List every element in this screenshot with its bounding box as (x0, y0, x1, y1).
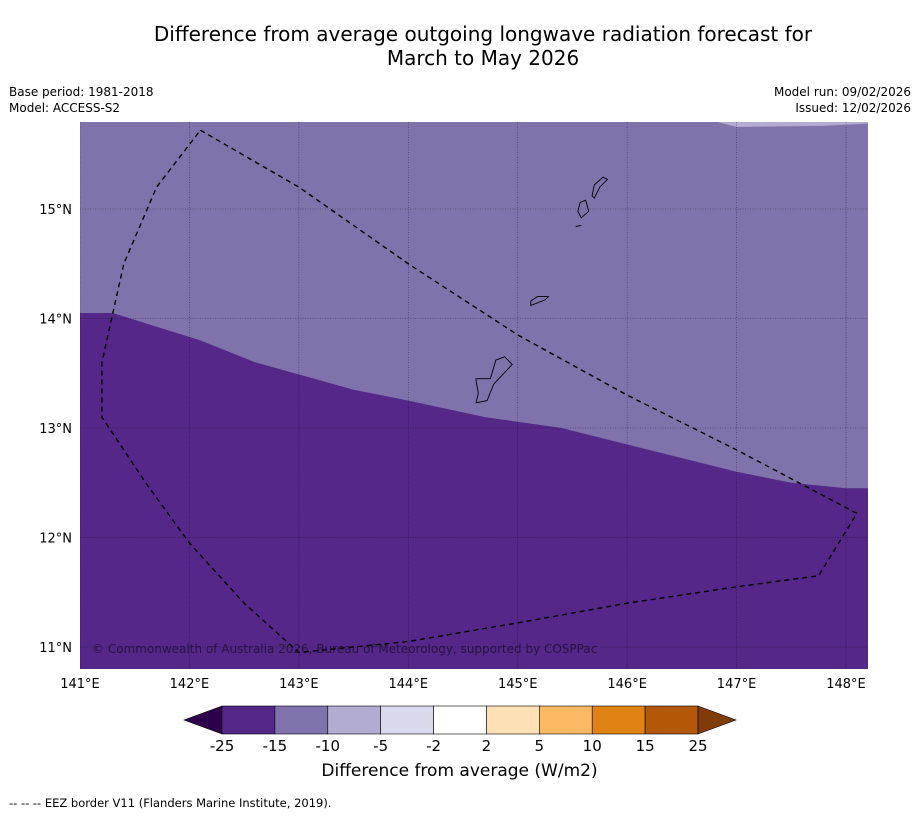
island-aguijan (575, 224, 582, 227)
colorbar-extend-high (697, 705, 737, 735)
colorbar-segment (327, 705, 381, 735)
lon-label: 145°E (498, 677, 538, 692)
lon-label: 143°E (279, 677, 319, 692)
latitude-labels: 15°N 14°N 13°N 12°N 11°N (39, 203, 72, 656)
colorbar-segment (486, 705, 540, 735)
lat-label: 13°N (39, 422, 72, 437)
issued-date: Issued: 12/02/2026 (795, 101, 911, 115)
island-guam (475, 356, 513, 404)
colorbar-tick-label: -10 (316, 737, 341, 755)
colorbar-segment (433, 705, 487, 735)
colorbar-tick-label: 15 (636, 737, 655, 755)
lat-label: 11°N (39, 641, 72, 656)
colorbar-segment (591, 705, 646, 735)
colorbar-label: Difference from average (W/m2) (321, 761, 598, 781)
island-rota (530, 296, 550, 307)
colorbar-segment (380, 705, 434, 735)
base-period: Base period: 1981-2018 (9, 85, 154, 99)
colorbar-tick-label: -5 (373, 737, 388, 755)
map-area: © Commonwealth of Australia 2026, Bureau… (80, 122, 868, 669)
lon-label: 144°E (389, 677, 429, 692)
colorbar-tick-label: 2 (482, 737, 492, 755)
meta-right: Model run: 09/02/2026 Issued: 12/02/2026 (774, 84, 911, 116)
colorbar-tick-label: -2 (426, 737, 441, 755)
meta-left: Base period: 1981-2018 Model: ACCESS-S2 (9, 84, 154, 116)
anomaly-fill-minus10-minus5 (717, 122, 868, 127)
colorbar-tick-label: -25 (210, 737, 235, 755)
lon-label: 147°E (717, 677, 757, 692)
colorbar-tick-label: 5 (535, 737, 545, 755)
colorbar: -25 -15 -10 -5 -2 2 5 10 15 25 (183, 705, 737, 755)
lon-label: 148°E (826, 677, 866, 692)
eez-border (101, 129, 858, 654)
title-line-1: Difference from average outgoing longwav… (153, 22, 813, 46)
longitude-labels: 141°E 142°E 143°E 144°E 145°E 146°E 147°E 148°E (60, 677, 866, 692)
islands (475, 176, 609, 404)
lat-label: 14°N (39, 313, 72, 328)
anomaly-fill-minus25-minus15 (80, 313, 868, 669)
colorbar-tick-label: 10 (583, 737, 602, 755)
model-run: Model run: 09/02/2026 (773, 85, 911, 99)
lon-label: 141°E (60, 677, 100, 692)
lon-label: 146°E (607, 677, 647, 692)
colorbar-segment (539, 705, 593, 735)
colorbar-extend-low (183, 705, 223, 735)
colorbar-segment (274, 705, 329, 735)
eez-footnote: -- -- -- EEZ border V11 (Flanders Marine… (9, 796, 332, 810)
graticule (80, 122, 868, 669)
colorbar-segment (644, 705, 699, 735)
lon-label: 142°E (170, 677, 210, 692)
lat-label: 15°N (39, 203, 72, 218)
title-line-2: March to May 2026 (386, 46, 580, 70)
colorbar-tick-label: 25 (688, 737, 707, 755)
island-saipan (591, 176, 609, 199)
chart-title: Difference from average outgoing longwav… (0, 22, 919, 70)
copyright-text: © Commonwealth of Australia 2026, Bureau… (92, 642, 597, 656)
colorbar-tick-label: -15 (263, 737, 288, 755)
lat-label: 12°N (39, 532, 72, 547)
map-figure: © Commonwealth of Australia 2026, Bureau… (39, 122, 868, 755)
colorbar-segment (221, 705, 276, 735)
island-tinian (577, 199, 590, 219)
model-name: Model: ACCESS-S2 (9, 101, 121, 115)
